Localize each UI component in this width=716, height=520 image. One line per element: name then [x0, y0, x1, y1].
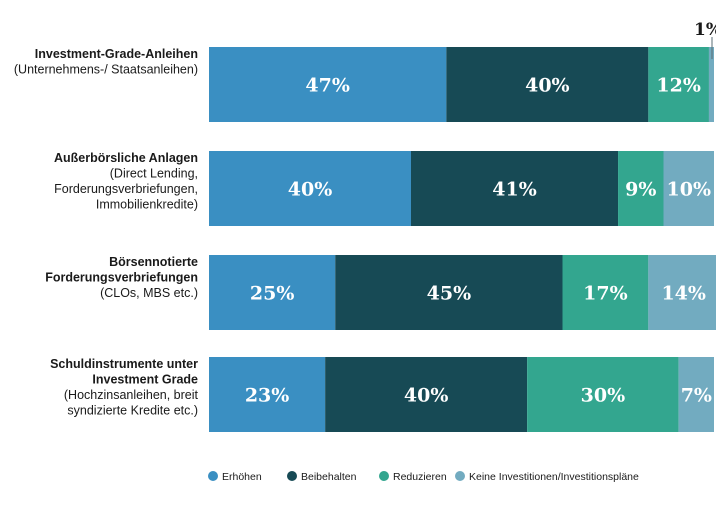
category-label-1-line-2: Forderungsverbriefungen,: [54, 182, 198, 196]
category-label-2-line-0: Börsennotierte: [109, 255, 198, 269]
bar-segment-3-1: [325, 357, 528, 432]
data-label-2-3: 14%: [661, 283, 706, 305]
bar-segment-1-1: [411, 151, 619, 226]
bar-segment-0-0: [209, 47, 447, 122]
data-label-3-1: 40%: [404, 385, 449, 407]
bar-segment-3-2: [527, 357, 679, 432]
legend-label-1: Beibehalten: [301, 471, 357, 483]
category-label-2-line-1: Forderungsverbriefungen: [45, 271, 198, 285]
bar-segment-1-3: [663, 151, 714, 226]
bars: 47% 40% 12% 1% 40% 41% 9% 10% 25% 45% 17% 14% 23% 40%…: [209, 20, 716, 432]
legend-label-2: Reduzieren: [393, 471, 447, 483]
data-label-0-2: 12%: [656, 75, 701, 97]
bar-segment-3-3: [678, 357, 714, 432]
category-label-0-line-1: (Unternehmens-/ Staatsanleihen): [14, 63, 198, 77]
legend-swatch-2: [379, 471, 389, 481]
bar-segment-2-0: [209, 255, 336, 330]
legend-label-0: Erhöhen: [222, 471, 262, 483]
data-label-0-0: 47%: [305, 75, 350, 97]
bar-segment-2-3: [648, 255, 716, 330]
bar-segment-1-0: [209, 151, 411, 226]
legend-swatch-1: [287, 471, 297, 481]
data-label-3-3: 7%: [681, 385, 712, 407]
data-label-1-0: 40%: [288, 179, 333, 201]
bar-segment-2-1: [335, 255, 563, 330]
bar-segment-0-1: [446, 47, 649, 122]
data-label-2-1: 45%: [427, 283, 472, 305]
category-label-3-line-2: (Hochzinsanleihen, breit: [64, 388, 199, 402]
data-label-0-3: 1%: [694, 20, 716, 40]
category-label-1-line-1: (Direct Lending,: [110, 167, 198, 181]
data-label-3-2: 30%: [581, 385, 626, 407]
category-label-0-line-0: Investment-Grade-Anleihen: [35, 47, 198, 61]
data-label-2-0: 25%: [250, 283, 295, 305]
category-label-3-line-0: Schuldinstrumente unter: [50, 357, 198, 371]
legend-label-3: Keine Investitionen/Investitionspläne: [469, 471, 639, 483]
data-label-2-2: 17%: [583, 283, 628, 305]
legend-swatch-3: [455, 471, 465, 481]
data-label-1-1: 41%: [492, 179, 537, 201]
legend-swatch-0: [208, 471, 218, 481]
category-label-3-line-1: Investment Grade: [92, 373, 198, 387]
bar-segment-2-2: [562, 255, 649, 330]
legend: Erhöhen Beibehalten Reduzieren Keine Invest…: [208, 471, 639, 483]
category-label-2-line-2: (CLOs, MBS etc.): [100, 286, 198, 300]
category-labels: Investment-Grade-Anleihen (Unternehmens-/…: [14, 47, 199, 418]
data-label-1-3: 10%: [667, 179, 712, 201]
bar-segment-1-2: [618, 151, 664, 226]
bar-segment-3-0: [209, 357, 326, 432]
category-label-3-line-3: syndizierte Kredite etc.): [67, 404, 198, 418]
data-label-1-2: 9%: [625, 179, 656, 201]
bar-segment-0-3: [708, 47, 714, 122]
category-label-1-line-0: Außerbörsliche Anlagen: [54, 151, 198, 165]
data-label-0-1: 40%: [525, 75, 570, 97]
data-label-3-0: 23%: [245, 385, 290, 407]
bar-segment-0-2: [648, 47, 709, 122]
category-label-1-line-3: Immobilienkredite): [96, 198, 198, 212]
